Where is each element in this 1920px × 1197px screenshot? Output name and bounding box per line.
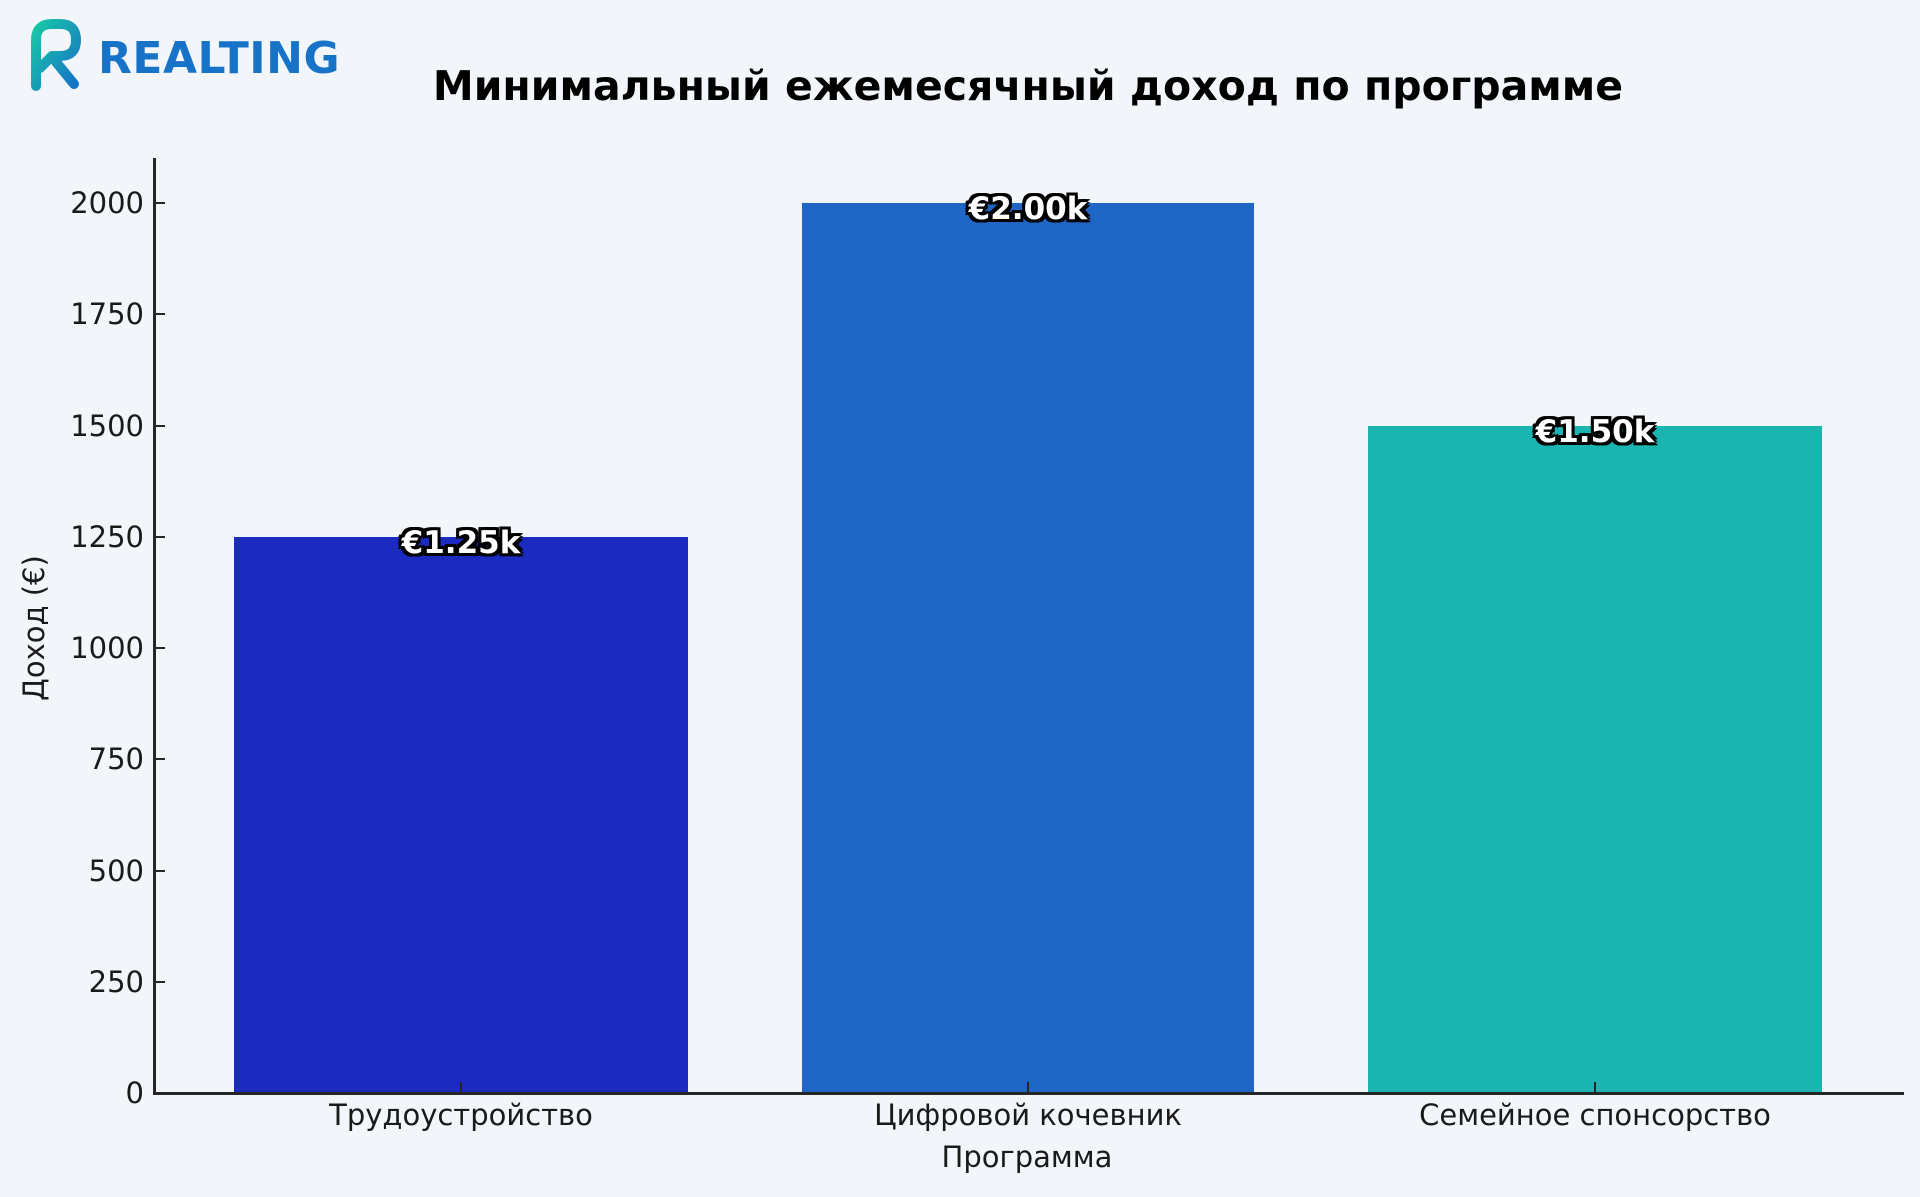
x-tick-mark [460, 1082, 462, 1092]
y-tick-label: 2000 [70, 186, 144, 220]
chart-title: Минимальный ежемесячный доход по програм… [432, 62, 1624, 110]
brand-name: REALTING [98, 32, 341, 84]
x-tick-label: Цифровой кочевник [874, 1098, 1182, 1132]
bar [802, 203, 1254, 1093]
bar-value-label: €2.00k [968, 191, 1088, 227]
x-tick-mark [1027, 1082, 1029, 1092]
x-tick-label: Семейное спонсорство [1419, 1098, 1771, 1132]
y-tick-mark [156, 758, 165, 761]
y-tick-mark [156, 980, 165, 983]
x-axis-label: Программа [941, 1140, 1113, 1174]
y-tick-mark [156, 313, 165, 316]
x-tick-label: Трудоустройство [329, 1098, 593, 1132]
bar-value-label: €1.25k [401, 524, 521, 561]
y-tick-mark [156, 424, 165, 427]
x-axis-line [153, 1092, 1904, 1095]
y-tick-mark [156, 869, 165, 872]
bar [234, 536, 688, 1093]
y-axis-line [153, 158, 156, 1095]
bar [1368, 425, 1822, 1093]
y-tick-mark [156, 647, 165, 649]
realting-r-logo-icon [31, 19, 81, 91]
y-tick-mark [156, 202, 165, 204]
y-tick-label: 750 [88, 742, 144, 777]
brand-logo: REALTING [28, 18, 340, 98]
y-axis-label: Доход (€) [17, 555, 51, 701]
y-tick-label: 1500 [70, 408, 144, 443]
y-tick-label: 1000 [70, 631, 144, 665]
x-tick-mark [1594, 1082, 1596, 1092]
y-tick-label: 500 [88, 853, 144, 888]
y-tick-label: 1750 [70, 297, 144, 332]
y-tick-label: 250 [88, 964, 144, 999]
y-tick-label: 0 [125, 1076, 144, 1110]
bar-value-label: €1.50k [1535, 413, 1655, 450]
y-tick-label: 1250 [70, 519, 144, 554]
y-tick-mark [156, 535, 165, 538]
